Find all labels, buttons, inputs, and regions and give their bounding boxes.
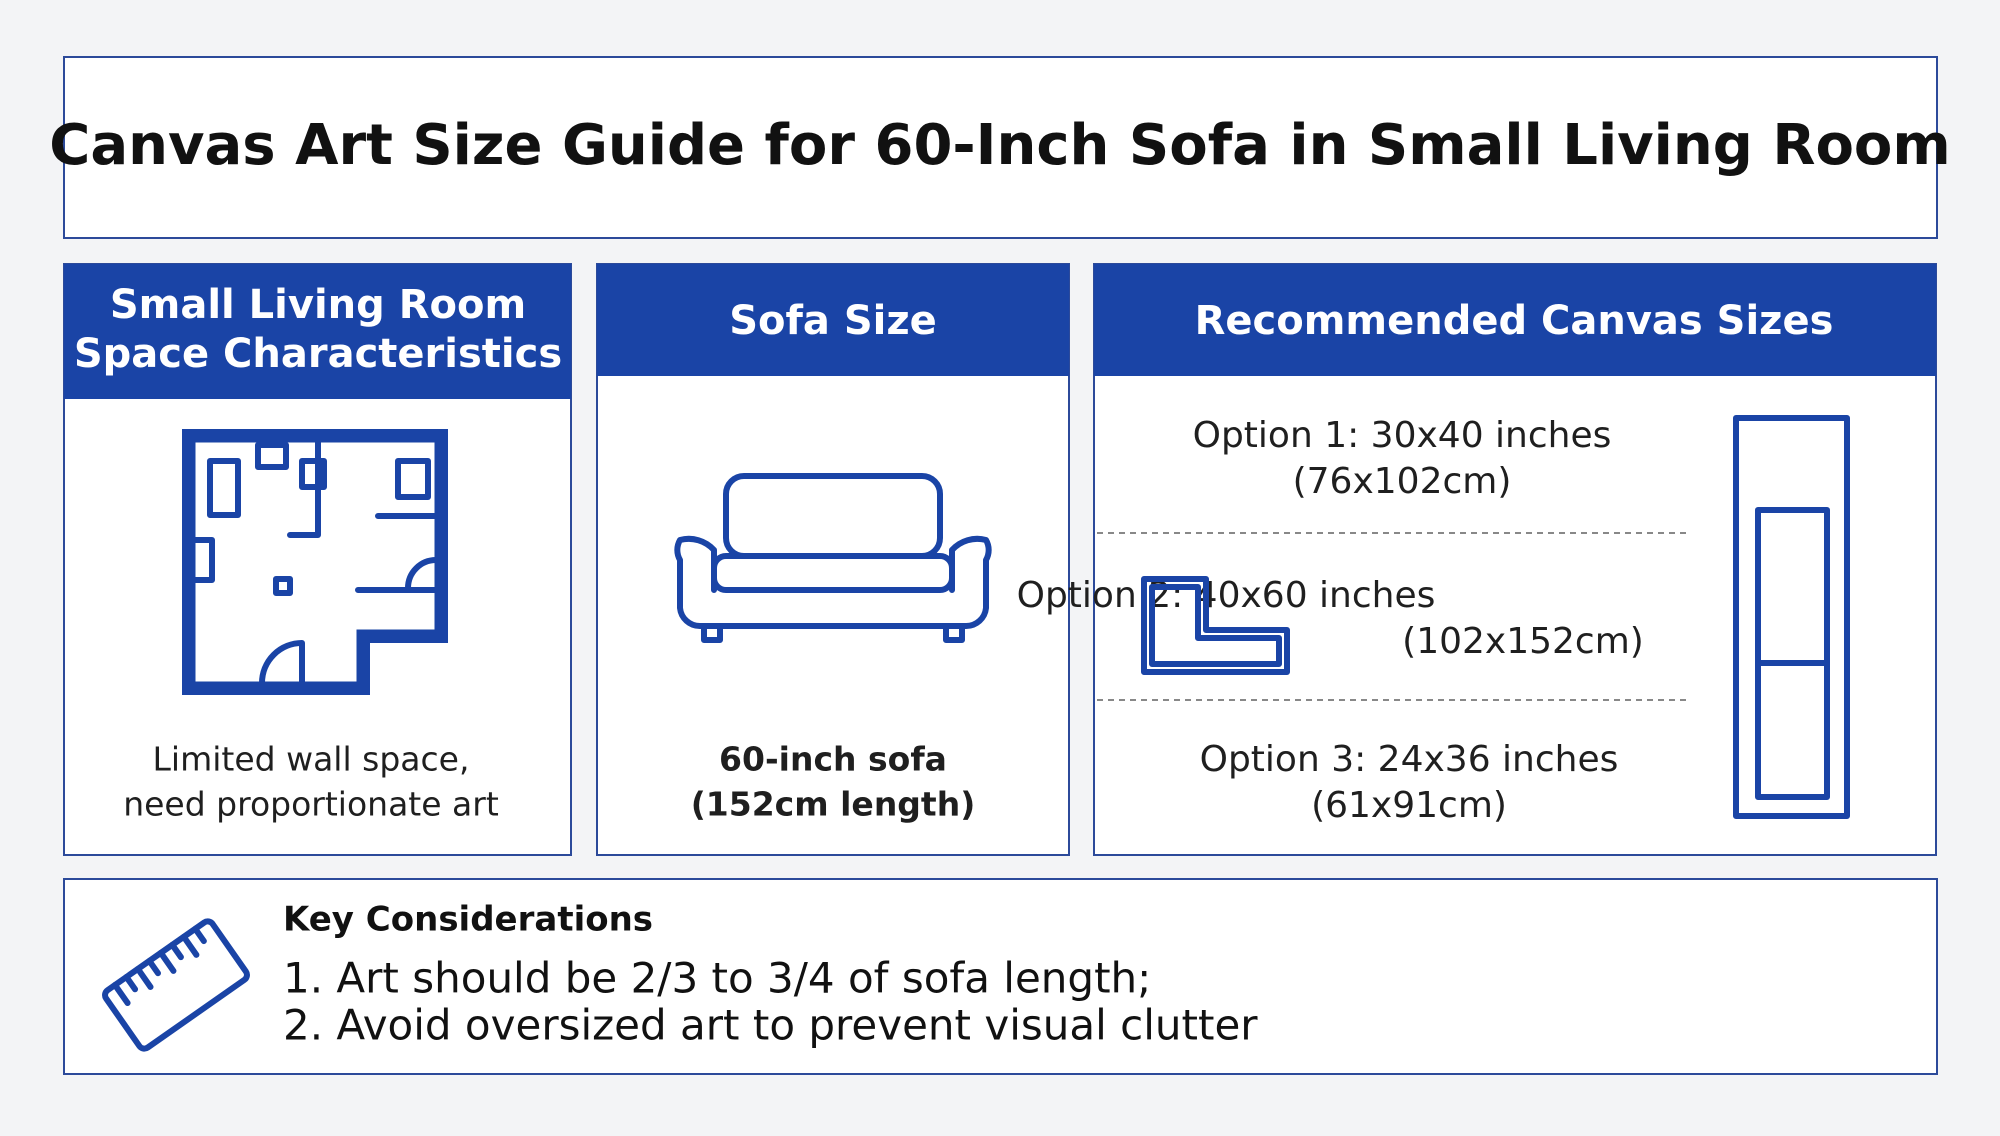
panel-title: Recommended Canvas Sizes — [1195, 298, 1834, 344]
panel-text: need proportionate art — [123, 785, 499, 824]
sofa-icon — [674, 473, 992, 643]
panel-text: 60-inch sofa — [719, 740, 947, 779]
option-text: Option 2: 40x60 inches — [1017, 575, 1436, 616]
title: Canvas Art Size Guide for 60-Inch Sofa i… — [49, 113, 1950, 178]
consideration-item: 1. Art should be 2/3 to 3/4 of sofa leng… — [283, 954, 1151, 1003]
option-text: (102x152cm) — [1402, 621, 1644, 662]
option-text: Option 3: 24x36 inches — [1200, 739, 1619, 780]
panel-header — [64, 264, 571, 399]
option-text: (61x91cm) — [1311, 785, 1507, 826]
panel-text: (152cm length) — [691, 785, 976, 824]
considerations-box — [63, 878, 1938, 1075]
panel-header — [597, 264, 1069, 376]
panel-title: Sofa Size — [729, 298, 937, 344]
panel-title: Space Characteristics — [74, 331, 562, 377]
panel-header — [1094, 264, 1936, 376]
ruler-icon — [102, 918, 250, 1052]
panel-title: Small Living Room — [110, 282, 526, 328]
canvas-icon — [1141, 415, 1850, 819]
option-text: Option 1: 30x40 inches — [1193, 415, 1612, 456]
option-text: (76x102cm) — [1293, 461, 1512, 502]
consideration-item: 2. Avoid oversized art to prevent visual… — [283, 1001, 1258, 1050]
considerations-title: Key Considerations — [283, 900, 653, 940]
panel-text: Limited wall space, — [153, 740, 470, 779]
title-box — [63, 56, 1938, 239]
floorplan-icon — [182, 429, 448, 695]
